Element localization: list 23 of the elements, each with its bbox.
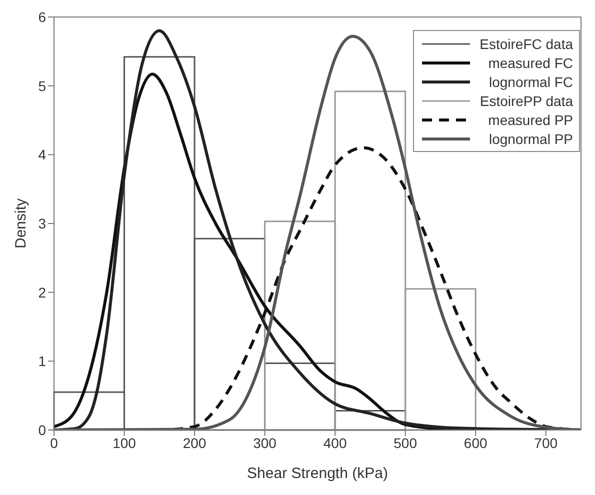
x-tick-label: 400 bbox=[323, 434, 347, 451]
x-tick-label: 300 bbox=[253, 434, 277, 451]
x-axis-title: Shear Strength (kPa) bbox=[247, 465, 388, 482]
y-tick-label: 6 bbox=[38, 8, 46, 25]
x-tick-label: 0 bbox=[50, 434, 58, 451]
y-tick-label: 5 bbox=[38, 78, 46, 94]
legend-label: EstoireFC data bbox=[480, 36, 573, 52]
legend-label: measured PP bbox=[488, 112, 573, 128]
y-tick-label: 4 bbox=[38, 146, 46, 163]
y-tick-label: 3 bbox=[38, 215, 46, 232]
legend-label: lognormal PP bbox=[488, 130, 573, 146]
legend-label: measured FC bbox=[488, 54, 573, 70]
x-tick-label: 100 bbox=[112, 434, 136, 451]
y-tick-label: 0 bbox=[38, 422, 46, 438]
y-axis-title: Density bbox=[12, 198, 30, 249]
legend-label: EstoirePP data bbox=[480, 92, 573, 108]
y-tick-label: 2 bbox=[38, 284, 46, 300]
x-tick-label: 600 bbox=[464, 434, 488, 451]
legend-label: lognormal FC bbox=[488, 74, 573, 90]
x-tick-label: 200 bbox=[182, 434, 206, 451]
x-tick-label: 700 bbox=[534, 434, 558, 451]
y-tick-label: 1 bbox=[38, 353, 46, 370]
x-tick-label: 500 bbox=[394, 434, 418, 451]
